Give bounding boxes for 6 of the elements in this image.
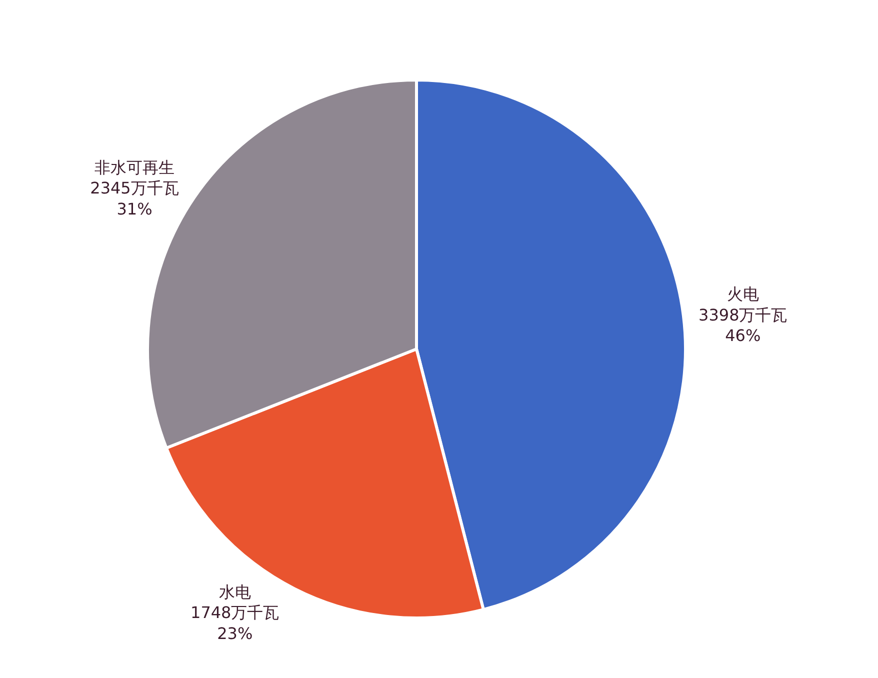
data-label: 1748万千瓦 23% xyxy=(190,603,280,644)
data-label: 2345万千瓦 31% xyxy=(90,178,179,219)
slice-label: 非水可再生 xyxy=(94,158,175,177)
slice-label: 水电 xyxy=(218,582,251,602)
slice-label: 火电 xyxy=(726,284,759,304)
data-label: 3398万千瓦 46% xyxy=(698,305,788,346)
